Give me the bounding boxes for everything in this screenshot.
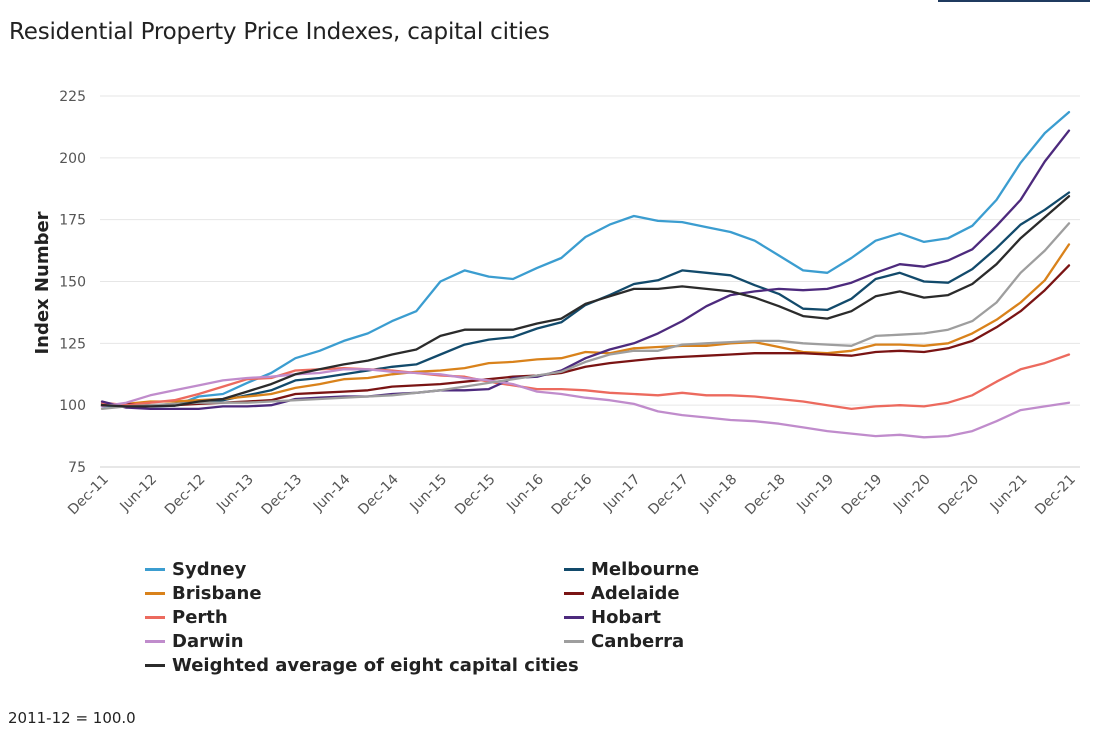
legend-label: Darwin: [172, 631, 244, 652]
legend-item: Sydney: [145, 559, 246, 580]
legend-label: Perth: [172, 607, 228, 628]
legend-swatch: [145, 640, 165, 643]
series-line-canberra: [100, 222, 1071, 411]
y-axis-ticks: 75 100 125 150 175 200 225: [59, 89, 86, 476]
chart-title: Residential Property Price Indexes, capi…: [9, 19, 550, 45]
y-tick-label: 200: [59, 151, 86, 167]
x-tick-label: Jun-15: [407, 472, 451, 516]
y-tick-label: 225: [59, 89, 86, 105]
y-tick-label: 75: [68, 460, 86, 476]
legend-label: Melbourne: [591, 559, 700, 580]
legend-swatch: [145, 616, 165, 619]
series-line-perth: [100, 353, 1071, 411]
y-tick-label: 100: [59, 398, 86, 414]
x-tick-label: Dec-18: [742, 472, 789, 519]
legend-item: Darwin: [145, 631, 244, 652]
x-tick-label: Jun-14: [310, 471, 354, 515]
y-tick-label: 175: [59, 213, 86, 229]
legend-item: Melbourne: [564, 559, 699, 580]
x-tick-label: Dec-14: [355, 471, 402, 518]
legend-item: Perth: [145, 607, 228, 628]
legend-swatch: [564, 616, 584, 619]
x-tick-label: Dec-12: [162, 472, 209, 519]
y-tick-label: 150: [59, 275, 86, 291]
x-tick-label: Jun-13: [213, 472, 257, 516]
legend-item: Weighted average of eight capital cities: [145, 655, 579, 676]
x-tick-label: Jun-16: [503, 471, 547, 515]
legend-item: Brisbane: [145, 583, 262, 604]
series-lines: [100, 110, 1071, 439]
x-tick-label: Dec-17: [645, 472, 692, 519]
x-tick-label: Jun-20: [890, 472, 934, 516]
x-tick-label: Dec-11: [65, 472, 112, 519]
x-tick-label: Dec-21: [1032, 472, 1079, 519]
series-line-brisbane: [100, 243, 1071, 407]
series-line-weighted-average-of-eight-capital-cities: [100, 195, 1071, 408]
legend-item: Adelaide: [564, 583, 680, 604]
base-period-footnote: 2011-12 = 100.0: [8, 709, 136, 727]
legend-swatch: [564, 640, 584, 643]
x-axis-ticks: Dec-11 Jun-12 Dec-12 Jun-13 Dec-13 Jun-14 Dec-…: [65, 471, 1079, 518]
legend-swatch: [145, 568, 165, 571]
x-tick-label: Jun-12: [117, 472, 161, 516]
x-tick-label: Dec-19: [839, 472, 886, 519]
series-line-hobart: [100, 129, 1071, 411]
y-tick-label: 125: [59, 336, 86, 352]
legend-label: Brisbane: [172, 583, 262, 604]
x-tick-label: Jun-21: [987, 472, 1031, 516]
series-line-adelaide: [100, 264, 1071, 407]
series-line-darwin: [100, 368, 1071, 439]
x-tick-label: Jun-18: [697, 472, 741, 516]
legend-label: Adelaide: [591, 583, 680, 604]
legend-swatch: [145, 592, 165, 595]
series-line-melbourne: [100, 191, 1071, 408]
x-tick-label: Dec-13: [259, 472, 306, 519]
y-axis-label: Index Number: [32, 211, 53, 354]
legend-swatch: [145, 664, 165, 667]
legend-label: Sydney: [172, 559, 247, 580]
x-tick-label: Dec-16: [549, 471, 596, 518]
x-tick-label: Dec-15: [452, 472, 499, 519]
x-tick-label: Jun-17: [600, 472, 644, 516]
legend-swatch: [564, 592, 584, 595]
x-tick-label: Jun-19: [793, 472, 837, 516]
legend-label: Hobart: [591, 607, 661, 628]
legend-swatch: [564, 568, 584, 571]
legend-label: Weighted average of eight capital cities: [172, 655, 579, 676]
x-tick-label: Dec-20: [935, 472, 982, 519]
legend-item: Hobart: [564, 607, 661, 628]
top-accent-bar: [938, 0, 1090, 2]
legend-label: Canberra: [591, 631, 685, 652]
legend-item: Canberra: [564, 631, 684, 652]
